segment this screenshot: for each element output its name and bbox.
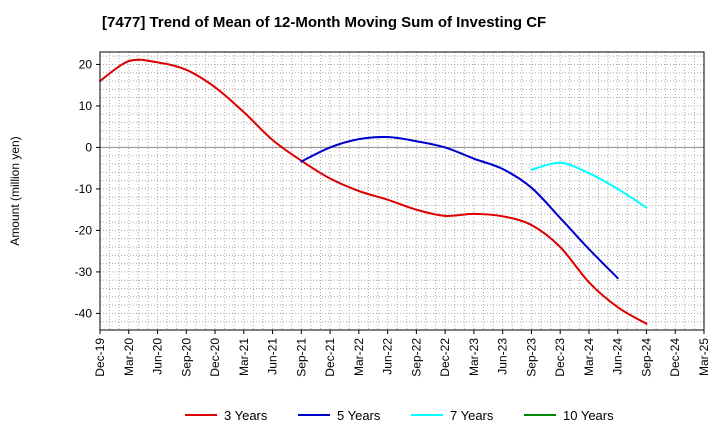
x-tick-label: Sep-23 [524, 338, 538, 377]
x-tick-label: Jun-20 [151, 338, 165, 375]
y-tick-label: 0 [85, 140, 92, 154]
x-tick-label: Dec-23 [553, 338, 567, 377]
x-tick-label: Sep-21 [294, 338, 308, 377]
grid-lines [100, 52, 704, 331]
legend: 3 Years 5 Years 7 Years 10 Years [185, 408, 614, 423]
series-lines [99, 58, 648, 325]
x-tick-label: Dec-19 [93, 338, 107, 377]
legend-label-10-years: 10 Years [563, 408, 614, 423]
x-tick-label: Sep-22 [409, 338, 423, 377]
legend-label-5-years: 5 Years [337, 408, 381, 423]
x-tick-label: Mar-21 [237, 338, 251, 376]
series-line-3-years [99, 58, 648, 325]
x-tick-label: Mar-24 [582, 338, 596, 376]
x-tick-label: Dec-24 [668, 338, 682, 377]
series-line-7-years [530, 161, 648, 209]
x-tick-label: Mar-23 [467, 338, 481, 376]
y-tick-label: 10 [79, 99, 93, 113]
x-tick-label: Sep-20 [179, 338, 193, 377]
x-tick-label: Mar-20 [122, 338, 136, 376]
x-axis-ticks: Dec-19 Mar-20 Jun-20 Sep-20 Dec-20 Mar-21 Jun-… [93, 330, 711, 377]
legend-label-3-years: 3 Years [224, 408, 268, 423]
y-tick-label: -40 [75, 306, 93, 320]
plot-frame [99, 51, 705, 331]
x-tick-label: Sep-24 [639, 338, 653, 377]
y-axis-ticks: 20 10 0 -10 -20 -30 -40 [75, 57, 100, 320]
x-tick-label: Jun-21 [266, 338, 280, 375]
y-tick-label: -20 [75, 223, 93, 237]
plot-area [100, 52, 704, 330]
x-tick-label: Jun-23 [496, 338, 510, 375]
y-axis-label: Amount (million yen) [8, 136, 22, 245]
x-tick-label: Mar-25 [697, 338, 711, 376]
y-tick-label: -10 [75, 182, 93, 196]
legend-label-7-years: 7 Years [450, 408, 494, 423]
x-tick-label: Jun-24 [611, 338, 625, 375]
chart-title: [7477] Trend of Mean of 12-Month Moving … [102, 14, 547, 31]
y-tick-label: -30 [75, 265, 93, 279]
x-tick-label: Jun-22 [381, 338, 395, 375]
x-tick-label: Dec-20 [208, 338, 222, 377]
series-line-5-years [300, 135, 619, 280]
y-tick-label: 20 [79, 57, 93, 71]
x-tick-label: Dec-21 [323, 338, 337, 377]
x-tick-label: Dec-22 [438, 338, 452, 377]
x-tick-label: Mar-22 [352, 338, 366, 376]
plot-border [99, 51, 705, 331]
